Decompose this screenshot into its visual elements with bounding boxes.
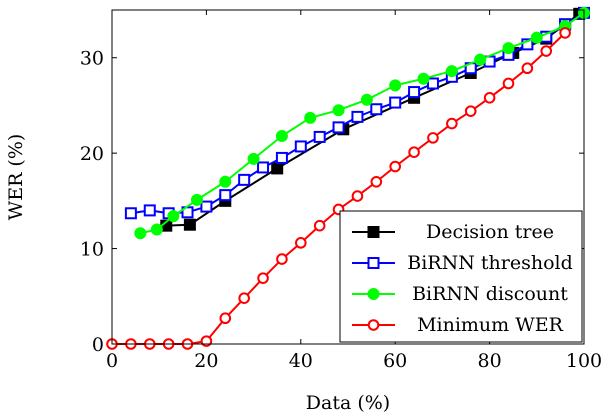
data-point-birnn-threshold-15: [408, 86, 421, 99]
data-point-birnn-threshold-9: [294, 140, 307, 153]
series-layer: [106, 6, 590, 350]
data-point-minimum-wer-21: [502, 77, 515, 90]
data-point-birnn-discount-5: [247, 152, 260, 165]
data-point-birnn-threshold-14: [389, 96, 402, 109]
data-point-minimum-wer-19: [464, 105, 477, 117]
x-tick-label-4: 80: [478, 350, 502, 372]
data-point-birnn-threshold-8: [275, 151, 288, 164]
data-point-birnn-discount-8: [332, 104, 345, 117]
y-tick-label-3: 30: [80, 48, 104, 70]
data-point-birnn-threshold-21: [521, 38, 534, 51]
data-point-birnn-threshold-1: [143, 204, 156, 217]
data-point-birnn-discount-12: [445, 65, 458, 78]
legend-marker-decision-tree: [367, 226, 380, 238]
data-point-birnn-threshold-10: [313, 130, 326, 143]
data-point-minimum-wer-13: [351, 190, 364, 202]
data-point-minimum-wer-7: [238, 292, 250, 304]
data-point-minimum-wer-10: [295, 237, 307, 249]
legend-marker-minimum-wer: [367, 319, 380, 331]
data-point-birnn-discount-1: [150, 223, 163, 236]
y-tick-label-2: 20: [80, 143, 104, 165]
data-point-birnn-threshold-16: [426, 77, 439, 90]
data-point-minimum-wer-15: [389, 160, 402, 173]
legend-marker-birnn-discount: [367, 288, 380, 300]
data-point-birnn-threshold-13: [370, 103, 383, 116]
data-point-birnn-threshold-4: [200, 200, 213, 213]
legend-marker-birnn-threshold: [367, 257, 380, 269]
data-point-birnn-discount-13: [474, 53, 487, 66]
x-tick-label-1: 20: [194, 350, 218, 372]
data-point-birnn-discount-14: [502, 42, 515, 55]
plot-frame: [111, 9, 585, 345]
legend-label-decision-tree: Decision tree: [426, 221, 554, 243]
data-point-minimum-wer-17: [427, 132, 439, 144]
data-point-minimum-wer-9: [276, 253, 288, 265]
data-point-birnn-discount-2: [167, 210, 180, 223]
data-point-minimum-wer-11: [313, 219, 326, 232]
data-point-minimum-wer-18: [446, 117, 458, 130]
data-point-birnn-discount-6: [275, 129, 288, 142]
axis-tick-labels: 0 20 40 60 80 100 0 10 20 30: [80, 48, 602, 372]
y-axis-label: WER (%): [5, 134, 27, 221]
data-point-birnn-threshold-7: [257, 161, 270, 174]
data-point-birnn-discount-4: [219, 175, 232, 188]
y-tick-label-0: 0: [92, 334, 104, 356]
x-axis-label: Data (%): [306, 392, 390, 414]
legend-label-birnn-threshold: BiRNN threshold: [407, 252, 573, 274]
data-point-decision-tree-3: [271, 162, 284, 175]
data-point-minimum-wer-14: [370, 175, 383, 188]
legend-label-birnn-discount: BiRNN discount: [412, 283, 568, 305]
series-birnn-threshold: [124, 6, 590, 220]
data-point-minimum-wer-22: [521, 62, 534, 75]
x-tick-label-3: 60: [383, 350, 407, 372]
data-point-birnn-discount-11: [417, 72, 430, 85]
data-point-birnn-threshold-0: [124, 207, 137, 220]
data-point-minimum-wer-24: [559, 27, 571, 39]
data-point-birnn-discount-15: [530, 31, 543, 44]
data-point-birnn-threshold-6: [238, 173, 251, 186]
x-tick-label-0: 0: [106, 350, 118, 372]
data-point-birnn-discount-10: [389, 79, 402, 92]
data-point-birnn-threshold-12: [351, 110, 364, 123]
data-point-minimum-wer-20: [483, 91, 496, 104]
data-point-birnn-discount-7: [304, 111, 317, 124]
data-point-minimum-wer-23: [540, 45, 553, 57]
data-point-minimum-wer-6: [219, 312, 232, 325]
legend-label-minimum-wer: Minimum WER: [417, 314, 564, 336]
series-line-birnn-discount: [140, 12, 585, 235]
data-point-minimum-wer-8: [257, 272, 269, 284]
data-point-minimum-wer-16: [408, 146, 420, 158]
x-tick-label-5: 100: [566, 350, 602, 372]
x-tick-label-2: 40: [289, 350, 313, 372]
data-point-birnn-threshold-5: [219, 189, 232, 202]
data-point-decision-tree-1: [183, 218, 196, 231]
data-point-birnn-discount-3: [190, 193, 203, 206]
data-point-birnn-threshold-11: [332, 121, 345, 134]
legend: Decision tree BiRNN threshold BiRNN discou…: [339, 210, 583, 343]
y-tick-label-1: 10: [80, 239, 104, 261]
data-point-birnn-discount-9: [360, 93, 373, 106]
series-birnn-discount: [134, 6, 590, 240]
data-point-birnn-discount-0: [134, 227, 147, 240]
